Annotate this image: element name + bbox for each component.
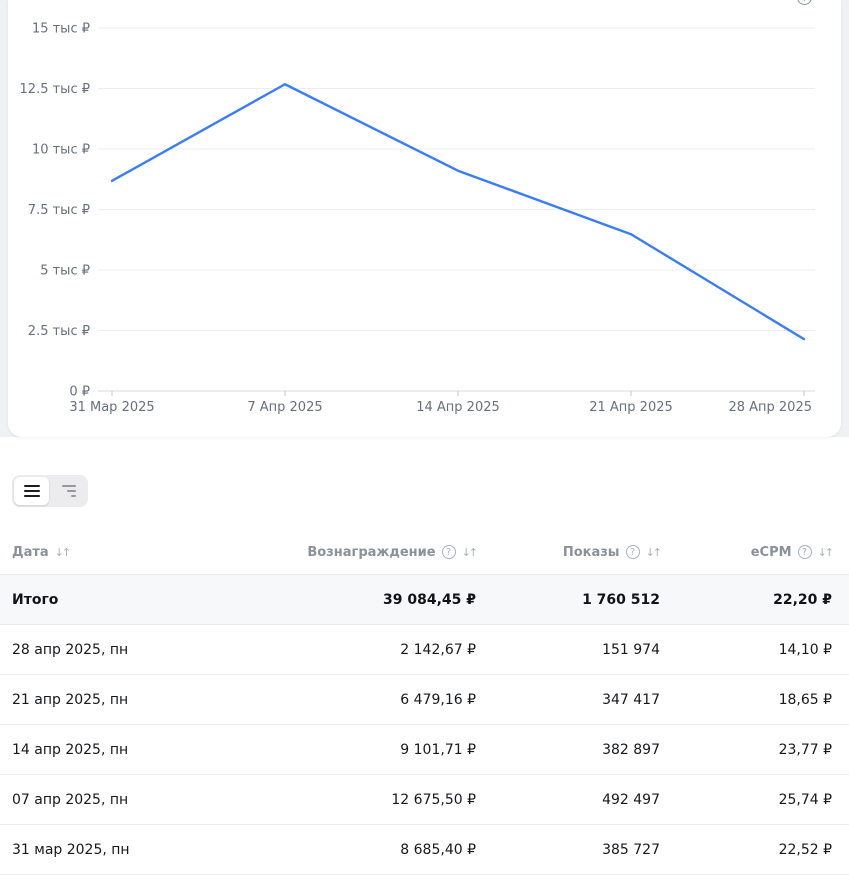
ecpm-cell: 22,52 ₽ [778,841,832,858]
date-cell: 31 мар 2025, пн [12,841,130,858]
column-label: Дата [12,544,49,560]
impressions-cell: 492 497 [602,791,660,808]
totals-reward: 39 084,45 ₽ [383,591,476,608]
help-icon[interactable]: ? [441,545,456,559]
summary-icon [61,484,76,498]
table-row: 14 апр 2025, пн 9 101,71 ₽ 382 897 23,77 ₽ [0,725,849,775]
sort-icon[interactable]: ↓↑ [54,545,72,559]
totals-label: Итого [12,591,59,608]
sort-icon[interactable]: ↓↑ [461,545,479,559]
svg-text:0 ₽: 0 ₽ [69,385,90,400]
table-body: 28 апр 2025, пн 2 142,67 ₽151 974 14,10 ₽2… [0,625,849,875]
ecpm-cell: 23,77 ₽ [778,741,832,758]
column-header-impressions[interactable]: Показы? ↓↑ [476,544,663,560]
stats-table: Дата ↓↑ Вознаграждение? ↓↑ Показы? ↓↑ eCPM? ↓↑ … [0,530,849,875]
date-cell: 21 апр 2025, пн [12,691,129,708]
impressions-cell: 151 974 [602,641,660,658]
ecpm-cell: 14,10 ₽ [778,641,832,658]
svg-text:14 Апр 2025: 14 Апр 2025 [416,400,500,415]
svg-text:12.5 тыс ₽: 12.5 тыс ₽ [20,82,90,97]
svg-text:31 Мар 2025: 31 Мар 2025 [69,400,154,415]
list-icon [23,484,40,498]
date-cell: 28 апр 2025, пн [12,641,129,658]
table-header-row: Дата ↓↑ Вознаграждение? ↓↑ Показы? ↓↑ eCPM? ↓↑ [0,530,849,575]
revenue-line-chart: 0 ₽ 2.5 тыс ₽ 5 тыс ₽ 7.5 тыс ₽ 10 тыс ₽ 12.5… [20,22,815,415]
table-row: 07 апр 2025, пн 12 675,50 ₽ 492 497 25,74 ₽ [0,775,849,825]
help-icon[interactable]: ? [797,545,812,559]
svg-text:5 тыс ₽: 5 тыс ₽ [40,264,90,279]
svg-text:10 тыс ₽: 10 тыс ₽ [32,143,90,158]
column-label: Показы [562,544,620,560]
impressions-cell: 382 897 [602,741,660,758]
column-header-date[interactable]: Дата ↓↑ [12,545,196,560]
reward-cell: 2 142,67 ₽ [400,641,476,658]
svg-text:21 Апр 2025: 21 Апр 2025 [589,400,673,415]
help-icon[interactable]: ? [625,545,640,559]
table-row-totals: Итого 39 084,45 ₽ 1 760 512 22,20 ₽ [0,575,849,625]
list-view-button[interactable] [14,477,49,505]
column-label: eCPM [750,544,792,560]
totals-ecpm: 22,20 ₽ [773,591,832,608]
table-row: 31 мар 2025, пн 8 685,40 ₽ 385 727 22,52 ₽ [0,825,849,875]
reward-cell: 12 675,50 ₽ [391,791,476,808]
column-label: Вознаграждение [307,544,436,560]
summary-view-button[interactable] [51,477,86,505]
svg-text:7.5 тыс ₽: 7.5 тыс ₽ [28,203,90,218]
date-cell: 07 апр 2025, пн [12,791,129,808]
reward-cell: 6 479,16 ₽ [400,691,476,708]
totals-impressions: 1 760 512 [582,591,660,608]
impressions-cell: 347 417 [602,691,660,708]
revenue-chart-card: ? 0 ₽2.5 тыс ₽5 тыс ₽7.5 тыс ₽10 тыс ₽12… [8,0,841,437]
reward-cell: 8 685,40 ₽ [400,841,476,858]
ecpm-cell: 18,65 ₽ [778,691,832,708]
ecpm-cell: 25,74 ₽ [778,791,832,808]
sort-icon[interactable]: ↓↑ [645,545,663,559]
svg-text:7 Апр 2025: 7 Апр 2025 [247,400,322,415]
table-row: 21 апр 2025, пн 6 479,16 ₽ 347 417 18,65 ₽ [0,675,849,725]
table-view-toggle [12,475,88,507]
table-row: 28 апр 2025, пн 2 142,67 ₽ 151 974 14,10 ₽ [0,625,849,675]
sort-icon[interactable]: ↓↑ [817,545,835,559]
svg-text:28 Апр 2025: 28 Апр 2025 [728,400,812,415]
svg-text:2.5 тыс ₽: 2.5 тыс ₽ [28,324,90,339]
column-header-ecpm[interactable]: eCPM? ↓↑ [660,544,835,560]
column-header-reward[interactable]: Вознаграждение? ↓↑ [196,544,479,560]
svg-text:15 тыс ₽: 15 тыс ₽ [32,22,90,37]
impressions-cell: 385 727 [602,841,660,858]
reward-cell: 9 101,71 ₽ [400,741,476,758]
date-cell: 14 апр 2025, пн [12,741,129,758]
chart-section: ? 0 ₽2.5 тыс ₽5 тыс ₽7.5 тыс ₽10 тыс ₽12… [0,0,849,437]
